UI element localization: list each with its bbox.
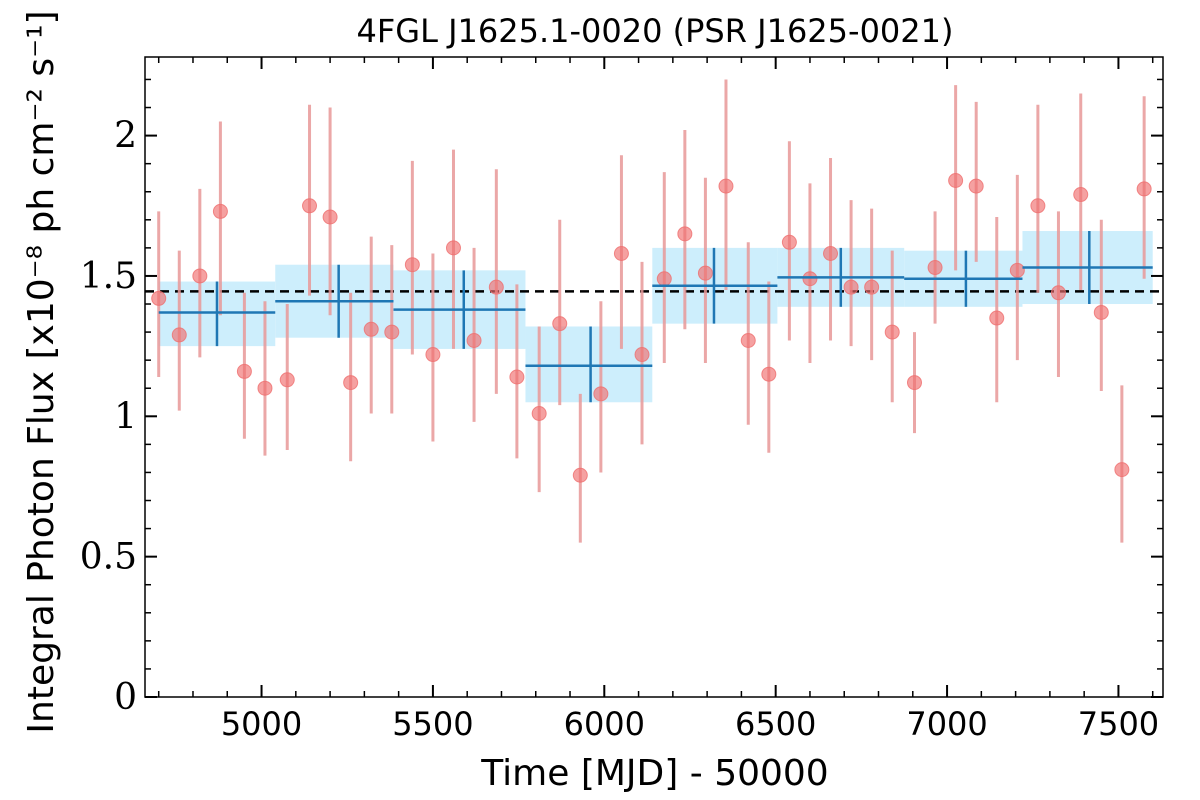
data-point	[302, 198, 318, 214]
x-tick-label: 7500	[1078, 705, 1159, 743]
data-point	[593, 386, 609, 402]
data-point	[279, 372, 295, 388]
data-point	[864, 279, 880, 295]
data-point	[1114, 462, 1130, 478]
tick-labels-layer: 5000 5500 6000 6500 7000 7500 0 0.5 1 1.5 2	[80, 116, 1159, 743]
axes-frame	[144, 56, 1164, 698]
data-point	[236, 363, 252, 379]
y-tick-label: 2	[114, 116, 137, 157]
data-point	[572, 467, 588, 483]
data-point	[843, 279, 859, 295]
tick-marks-layer	[145, 57, 1163, 698]
data-point	[445, 240, 461, 256]
data-point	[343, 375, 359, 391]
data-point	[906, 375, 922, 391]
data-point	[968, 178, 984, 194]
data-point	[781, 234, 797, 250]
bin-markers-layer	[158, 231, 1153, 403]
data-point	[151, 290, 167, 306]
x-tick-label: 6500	[735, 705, 816, 743]
y-tick-label: 1	[114, 396, 137, 437]
y-axis-label: Integral Photon Flux [x10⁻⁸ ph cm⁻² s⁻¹]	[21, 10, 62, 733]
plot-frame	[144, 56, 1164, 698]
x-tick-label: 7000	[906, 705, 987, 743]
data-point	[1030, 198, 1046, 214]
data-point	[212, 203, 228, 219]
data-point	[171, 327, 187, 343]
data-point	[989, 310, 1005, 326]
data-point	[257, 380, 273, 396]
data-point	[761, 366, 777, 382]
data-point	[363, 321, 379, 337]
data-point	[740, 333, 756, 349]
points-layer	[151, 173, 1152, 483]
data-point	[192, 268, 208, 284]
y-tick-label: 0.5	[80, 537, 137, 578]
data-point	[1073, 187, 1089, 203]
data-point	[884, 324, 900, 340]
data-point	[697, 265, 713, 281]
data-point	[552, 316, 568, 332]
data-point	[927, 260, 943, 276]
x-axis-label: Time [MJD] - 50000	[480, 753, 828, 794]
data-point	[823, 245, 839, 261]
data-point	[425, 347, 441, 363]
data-point	[948, 173, 964, 189]
data-point	[656, 271, 672, 287]
data-point	[718, 178, 734, 194]
data-point	[677, 226, 693, 242]
x-tick-label: 6000	[564, 705, 645, 743]
data-point	[1009, 262, 1025, 278]
y-tick-label: 1.5	[80, 256, 137, 297]
data-point	[634, 347, 650, 363]
data-point	[1093, 304, 1109, 320]
data-point	[613, 245, 629, 261]
data-point	[802, 271, 818, 287]
data-point	[509, 369, 525, 385]
data-point	[466, 333, 482, 349]
data-point	[1136, 181, 1152, 197]
data-point	[404, 257, 420, 273]
bin-band	[525, 326, 653, 403]
data-point	[531, 405, 547, 421]
data-point	[384, 324, 400, 340]
x-tick-label: 5500	[392, 705, 473, 743]
data-point	[488, 279, 504, 295]
x-tick-label: 5000	[221, 705, 302, 743]
chart-title: 4FGL J1625.1-0020 (PSR J1625-0021)	[357, 12, 954, 50]
y-tick-label: 0	[114, 677, 137, 718]
data-point	[1050, 285, 1066, 301]
data-point	[322, 209, 338, 225]
